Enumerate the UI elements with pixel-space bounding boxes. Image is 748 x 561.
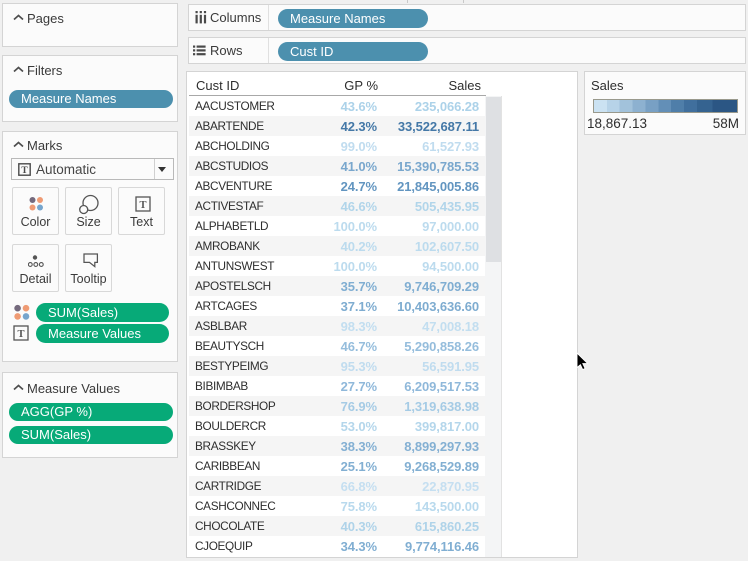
svg-text:T: T — [21, 166, 28, 176]
svg-text:T: T — [17, 329, 24, 340]
svg-text:T: T — [139, 200, 146, 211]
